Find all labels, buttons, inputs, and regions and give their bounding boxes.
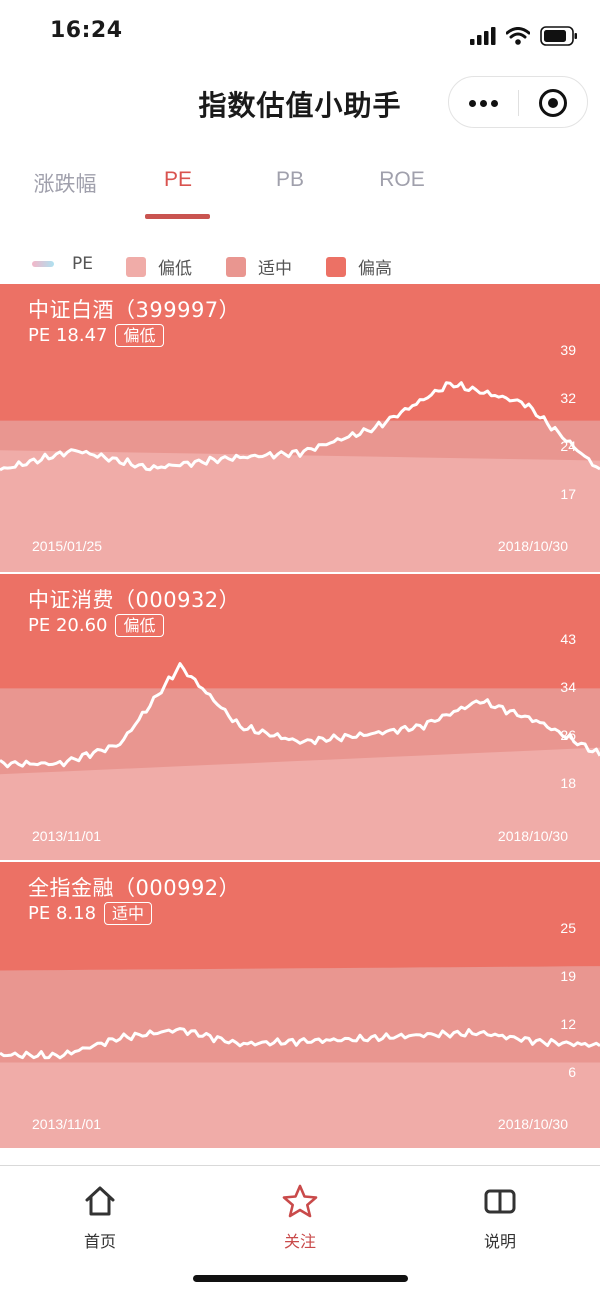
y-tick-label: 12 xyxy=(560,1016,576,1032)
more-icon-dot xyxy=(491,99,498,107)
index-card-consumer[interactable]: 中证消费（000932） PE 20.60 偏低 43 34 26 18 201… xyxy=(0,574,600,860)
close-target-dot xyxy=(547,98,558,108)
nav-bar: 指数估值小助手 xyxy=(0,62,600,144)
status-badge: 偏低 xyxy=(115,614,164,637)
legend-swatch-low xyxy=(126,256,146,277)
tab-pe[interactable]: PE xyxy=(163,168,192,191)
pe-value: PE 20.60 xyxy=(28,615,108,636)
status-icons xyxy=(470,24,578,48)
band-low xyxy=(0,747,600,860)
legend-item-mid: 适中 xyxy=(226,254,292,279)
status-time: 16:24 xyxy=(50,18,123,43)
status-bar: 16:24 xyxy=(0,0,600,62)
legend-item-high: 偏高 xyxy=(326,254,392,279)
tab-pb[interactable]: PB xyxy=(275,168,304,191)
legend-label: PE xyxy=(72,254,93,274)
valuation-chart xyxy=(0,574,600,860)
page-title: 指数估值小助手 xyxy=(198,89,402,122)
battery-icon xyxy=(540,26,577,46)
index-card-finance[interactable]: 全指金融（000992） PE 8.18 适中 25 19 12 6 2013/… xyxy=(0,862,600,1148)
active-tab-underline xyxy=(145,214,210,219)
legend-swatch-high xyxy=(326,256,346,277)
current-pe: PE 18.47 偏低 xyxy=(28,324,164,347)
y-tick-label: 6 xyxy=(568,1064,576,1080)
pe-series-line xyxy=(0,381,600,472)
tabbar-label: 说明 xyxy=(483,1232,516,1251)
tab-change[interactable]: 涨跌幅 xyxy=(33,173,97,196)
y-tick-label: 25 xyxy=(560,920,576,936)
legend-swatch-mid xyxy=(226,256,246,277)
y-tick-label: 19 xyxy=(560,968,576,984)
start-date: 2013/11/01 xyxy=(32,828,102,844)
pe-value: PE 8.18 xyxy=(28,903,97,924)
legend-line-swatch xyxy=(32,261,54,267)
y-tick-label: 39 xyxy=(560,342,576,358)
band-low xyxy=(0,1062,600,1148)
capsule-divider xyxy=(518,90,519,116)
home-indicator xyxy=(193,1275,408,1282)
tabbar-label: 关注 xyxy=(283,1232,316,1251)
y-tick-label: 18 xyxy=(560,775,576,791)
more-button[interactable] xyxy=(449,77,518,129)
end-date: 2018/10/30 xyxy=(497,538,568,554)
book-icon xyxy=(484,1189,516,1214)
end-date: 2018/10/30 xyxy=(497,1116,568,1132)
y-tick-label: 34 xyxy=(560,679,576,695)
legend-label: 偏高 xyxy=(358,259,392,279)
tabbar-guide[interactable]: 说明 xyxy=(450,1184,550,1252)
legend-label: 适中 xyxy=(258,259,292,279)
chart-legend: PE 偏低 适中 偏高 xyxy=(0,250,600,280)
start-date: 2015/01/25 xyxy=(32,538,103,554)
y-tick-label: 26 xyxy=(560,727,576,743)
current-pe: PE 20.60 偏低 xyxy=(28,614,164,637)
more-icon-dot xyxy=(480,99,487,107)
star-icon xyxy=(282,1184,318,1218)
y-tick-label: 17 xyxy=(560,486,576,502)
valuation-chart xyxy=(0,862,600,1148)
status-badge: 偏低 xyxy=(115,324,164,347)
legend-item-pe: PE xyxy=(32,254,93,274)
start-date: 2013/11/01 xyxy=(32,1116,102,1132)
y-tick-label: 24 xyxy=(560,438,576,454)
pe-value: PE 18.47 xyxy=(28,325,108,346)
home-icon xyxy=(85,1186,115,1216)
bottom-tab-bar: 首页 关注 说明 xyxy=(0,1165,600,1299)
pe-series-line xyxy=(0,1027,600,1060)
more-icon xyxy=(469,99,476,107)
y-tick-label: 43 xyxy=(560,631,576,647)
close-button[interactable] xyxy=(518,77,587,129)
tabbar-home[interactable]: 首页 xyxy=(50,1184,150,1252)
tabbar-follow[interactable]: 关注 xyxy=(250,1184,350,1252)
current-pe: PE 8.18 适中 xyxy=(28,902,153,925)
pe-series-line xyxy=(0,662,600,769)
end-date: 2018/10/30 xyxy=(497,828,568,844)
band-low xyxy=(0,450,600,572)
close-target-icon xyxy=(538,89,567,117)
signal-icon xyxy=(470,27,496,45)
valuation-chart xyxy=(0,284,600,572)
legend-label: 偏低 xyxy=(158,259,192,279)
y-tick-label: 32 xyxy=(560,390,576,406)
legend-item-low: 偏低 xyxy=(126,254,192,279)
mini-program-capsule xyxy=(448,76,588,128)
status-badge: 适中 xyxy=(104,902,153,925)
tab-roe[interactable]: ROE xyxy=(379,168,425,191)
wifi-icon xyxy=(506,27,530,45)
index-name: 全指金融（000992） xyxy=(28,876,241,900)
tabbar-label: 首页 xyxy=(83,1232,116,1251)
metric-tabs: 涨跌幅 PE PB ROE xyxy=(0,168,600,224)
index-name: 中证白酒（399997） xyxy=(28,298,241,322)
index-name: 中证消费（000932） xyxy=(28,588,241,612)
index-card-baijiu[interactable]: 中证白酒（399997） PE 18.47 偏低 39 32 24 17 201… xyxy=(0,284,600,572)
